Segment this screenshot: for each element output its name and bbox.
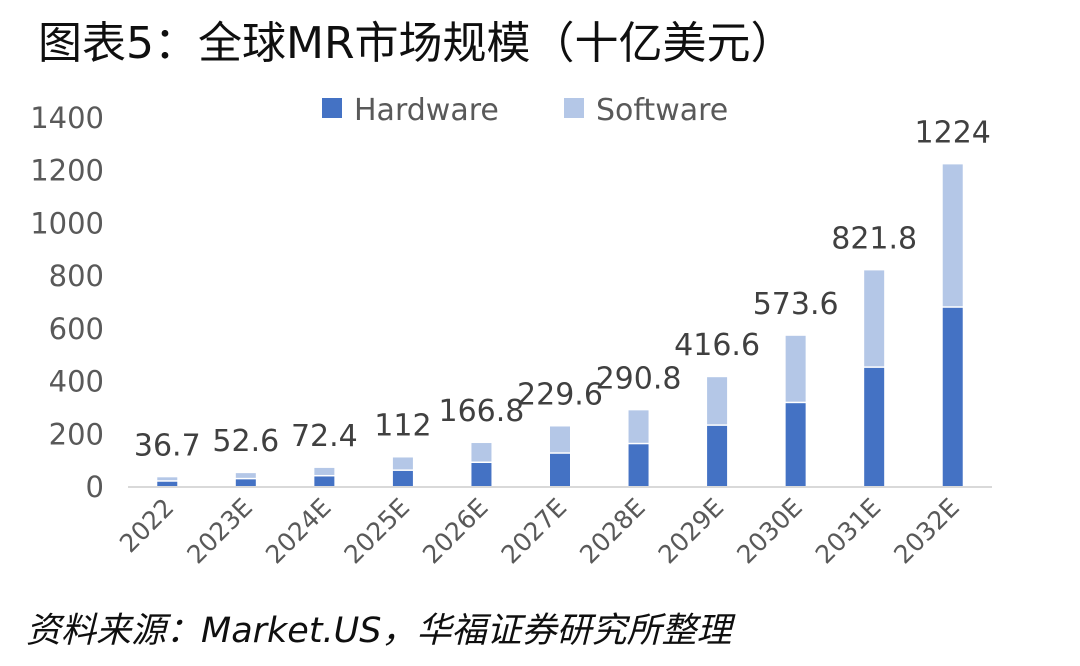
bar-software: [942, 164, 963, 307]
total-value-label: 229.6: [517, 377, 603, 412]
total-value-label: 112: [374, 408, 431, 443]
bar-software: [785, 335, 806, 402]
x-tick-label: 2026E: [417, 493, 494, 570]
chart-title: 图表5：全球MR市场规模（十亿美元）: [38, 18, 795, 69]
bar-hardware: [550, 453, 570, 487]
y-tick-label: 1000: [30, 206, 104, 240]
bar-software: [235, 473, 256, 478]
bar-software: [707, 377, 728, 425]
total-value-label: 36.7: [134, 428, 201, 463]
bar-hardware: [785, 403, 806, 487]
bar-software: [471, 443, 492, 462]
bar-hardware: [235, 479, 256, 487]
bar-hardware: [471, 463, 492, 487]
total-value-label: 52.6: [212, 424, 279, 459]
bar-software: [392, 457, 413, 470]
legend-label-software: Software: [596, 93, 728, 128]
total-value-label: 573.6: [753, 287, 839, 322]
total-value-label: 821.8: [831, 221, 917, 256]
y-tick-label: 600: [49, 312, 104, 346]
bar-hardware: [392, 470, 413, 487]
bar-hardware: [942, 307, 963, 487]
x-tick-label: 2023E: [181, 493, 258, 570]
y-tick-label: 400: [49, 365, 104, 399]
bar-software: [628, 410, 649, 443]
y-axis: 0 200 400 600 800 1000 1200 1400: [30, 101, 104, 504]
bar-hardware: [707, 425, 728, 487]
bar-hardware: [628, 444, 649, 487]
y-tick-label: 1200: [30, 154, 104, 188]
total-value-label: 1224: [915, 115, 991, 150]
x-tick-label: 2029E: [653, 493, 730, 570]
total-value-label: 416.6: [674, 328, 760, 363]
y-tick-label: 1400: [30, 101, 104, 135]
legend-swatch-hardware: [322, 98, 342, 118]
x-tick-label: 2032E: [888, 493, 965, 570]
source-note: 资料来源：Market.US，华福证券研究所整理: [26, 611, 732, 651]
y-tick-label: 200: [49, 417, 104, 451]
bar-software: [550, 426, 570, 453]
legend-swatch-software: [564, 98, 584, 118]
bar-software: [157, 477, 178, 481]
bar-software: [864, 270, 885, 367]
bar-software: [314, 467, 335, 475]
total-value-label: 290.8: [596, 361, 682, 396]
x-tick-label: 2024E: [260, 493, 337, 570]
y-tick-label: 800: [49, 259, 104, 293]
stacked-bar-chart: Hardware Software 0 200 400 600 800 1000 1200 14…: [30, 93, 992, 570]
x-tick-label: 2028E: [574, 493, 651, 570]
x-tick-label: 2022: [114, 493, 179, 558]
total-value-label: 166.8: [439, 394, 525, 429]
legend: Hardware Software: [322, 93, 728, 128]
legend-label-hardware: Hardware: [354, 93, 499, 128]
bars: [157, 164, 963, 487]
total-value-label: 72.4: [291, 419, 358, 454]
x-tick-label: 2031E: [810, 493, 887, 570]
bar-hardware: [157, 481, 178, 487]
bar-hardware: [314, 476, 335, 487]
x-tick-label: 2025E: [338, 493, 415, 570]
y-tick-label: 0: [86, 470, 104, 504]
x-tick-label: 2030E: [731, 493, 808, 570]
x-tick-label: 2027E: [496, 493, 573, 570]
x-axis: 2022 2023E 2024E 2025E 2026E 2027E 2028E 2029E 2…: [114, 493, 965, 570]
bar-hardware: [864, 367, 885, 487]
